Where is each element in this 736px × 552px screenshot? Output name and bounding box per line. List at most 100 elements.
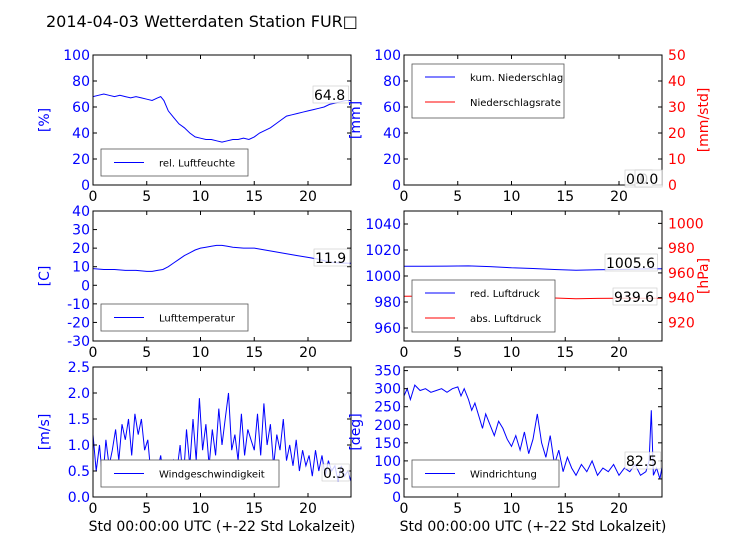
- y2-tick-label: 1000: [668, 216, 704, 232]
- y-tick-label: 80: [383, 74, 401, 90]
- x-tick-label: 15: [245, 501, 263, 517]
- x-tick-label: 10: [503, 501, 521, 517]
- y-tick-label: 980: [374, 295, 401, 311]
- value-annotation: 939.6: [614, 290, 654, 306]
- x-axis-label: Std 00:00:00 UTC (+-22 Std Lokalzeit): [400, 519, 667, 535]
- y2-tick-label: 0: [668, 178, 677, 194]
- series-line-0: [93, 244, 351, 272]
- y2-tick-label: 920: [668, 315, 695, 331]
- y2-axis-label: [mm/std]: [696, 88, 712, 153]
- value-annotation-box: [634, 169, 663, 188]
- x-tick-label: 15: [245, 189, 263, 205]
- y-tick-label: 1020: [365, 243, 401, 259]
- y-tick-label: 0.5: [68, 464, 90, 480]
- value-annotation: 11.9: [315, 251, 346, 267]
- series-line-0: [93, 93, 351, 143]
- value-annotation: 0.3: [323, 466, 345, 482]
- value-annotation: 82.5: [626, 454, 657, 470]
- x-tick-label: 5: [142, 189, 151, 205]
- plot-frame: [92, 54, 352, 186]
- value-annotation-box: [313, 248, 350, 267]
- x-tick-label: 10: [503, 189, 521, 205]
- y-tick-label: 40: [72, 204, 90, 220]
- y-tick-label: 960: [374, 321, 401, 337]
- y2-axis-label: [hPa]: [696, 258, 712, 294]
- y-tick-label: 350: [374, 364, 401, 380]
- x-tick-label: 0: [400, 501, 409, 517]
- x-tick-label: 20: [299, 189, 317, 205]
- x-tick-label: 15: [556, 501, 574, 517]
- y-tick-label: 1.0: [68, 438, 90, 454]
- y-tick-label: 100: [374, 48, 401, 64]
- y-tick-label: 0: [392, 178, 401, 194]
- x-tick-label: 20: [610, 345, 628, 361]
- y-tick-label: 0: [392, 490, 401, 506]
- y-tick-label: 60: [383, 100, 401, 116]
- y-axis-label: [mm]: [348, 101, 364, 139]
- x-tick-label: 15: [556, 189, 574, 205]
- value-annotation-box: [612, 287, 658, 306]
- y-axis-label: [m/s]: [37, 414, 53, 451]
- y-tick-label: 300: [374, 382, 401, 398]
- value-annotation: 0.0: [636, 172, 658, 188]
- x-tick-label: 0: [89, 189, 98, 205]
- legend-label: rel. Luftfeuchte: [159, 159, 235, 170]
- legend-label: Windgeschwindigkeit: [159, 470, 265, 481]
- y-axis-label: [%]: [37, 108, 53, 132]
- x-tick-label: 5: [142, 501, 151, 517]
- x-tick-label: 0: [89, 345, 98, 361]
- x-tick-label: 20: [299, 345, 317, 361]
- legend-label: abs. Luftdruck: [470, 314, 541, 325]
- legend-label: red. Luftdruck: [470, 289, 540, 300]
- y-tick-label: 0.0: [68, 490, 90, 506]
- y-tick-label: 1000: [365, 269, 401, 285]
- plot-frame: [92, 210, 352, 342]
- x-tick-label: 20: [299, 501, 317, 517]
- y-tick-label: -30: [67, 334, 90, 350]
- x-tick-label: 5: [142, 345, 151, 361]
- y-tick-label: 20: [383, 152, 401, 168]
- x-tick-label: 0: [89, 501, 98, 517]
- y2-tick-label: 10: [668, 152, 686, 168]
- legend-label: kum. Niederschlag: [470, 73, 563, 84]
- y-tick-label: 2.5: [68, 360, 90, 376]
- y2-tick-label: 30: [668, 100, 686, 116]
- y-tick-label: 100: [63, 48, 90, 64]
- x-tick-label: 10: [192, 345, 210, 361]
- y-axis-label: [deg]: [348, 413, 364, 450]
- chart-panel-precipitation: 0 5 10 15 20 0 20 40 60 80 100 0 10 20 30 40 50 [mm] [mm/s…: [348, 48, 712, 205]
- x-tick-label: 10: [192, 189, 210, 205]
- y-tick-label: 80: [72, 74, 90, 90]
- value-annotation-box: [321, 463, 350, 482]
- y-tick-label: -10: [67, 297, 90, 313]
- y-tick-label: 50: [383, 472, 401, 488]
- y-tick-label: 40: [72, 126, 90, 142]
- figure-title: 2014-04-03 Wetterdaten Station FUR□: [46, 12, 358, 31]
- y-axis-label: [C]: [37, 266, 53, 287]
- y2-tick-label: 960: [668, 266, 695, 282]
- y-tick-label: 10: [72, 260, 90, 276]
- legend-frame: [411, 279, 556, 333]
- y-tick-label: 150: [374, 436, 401, 452]
- plot-frame: [92, 366, 352, 498]
- x-tick-label: 5: [453, 345, 462, 361]
- x-tick-label: 10: [503, 345, 521, 361]
- y2-tick-label: 980: [668, 241, 695, 257]
- y-tick-label: 20: [72, 152, 90, 168]
- chart-panel-temperature: 0 5 10 15 20 -30 -20 -10 0 10 20 30 40 [C] Lufttempera…: [37, 204, 352, 361]
- x-axis-label: Std 00:00:00 UTC (+-22 Std Lokalzeit): [89, 519, 356, 535]
- legend-label: Lufttemperatur: [159, 314, 236, 325]
- x-tick-label: 20: [610, 501, 628, 517]
- y-tick-label: 40: [383, 126, 401, 142]
- y2-tick-label: 40: [668, 74, 686, 90]
- legend-label: Niederschlagsrate: [470, 98, 561, 109]
- x-tick-label: 15: [245, 345, 263, 361]
- value-annotation-box: [604, 253, 658, 272]
- chart-panel-windspeed: 0 5 10 15 20 0.0 0.5 1.0 1.5 2.0 2.5 [m/s] Std 00:00…: [37, 360, 355, 535]
- x-tick-label: 10: [192, 501, 210, 517]
- y-tick-label: 100: [374, 454, 401, 470]
- y-tick-label: -20: [67, 315, 90, 331]
- series-line-0: [93, 392, 351, 482]
